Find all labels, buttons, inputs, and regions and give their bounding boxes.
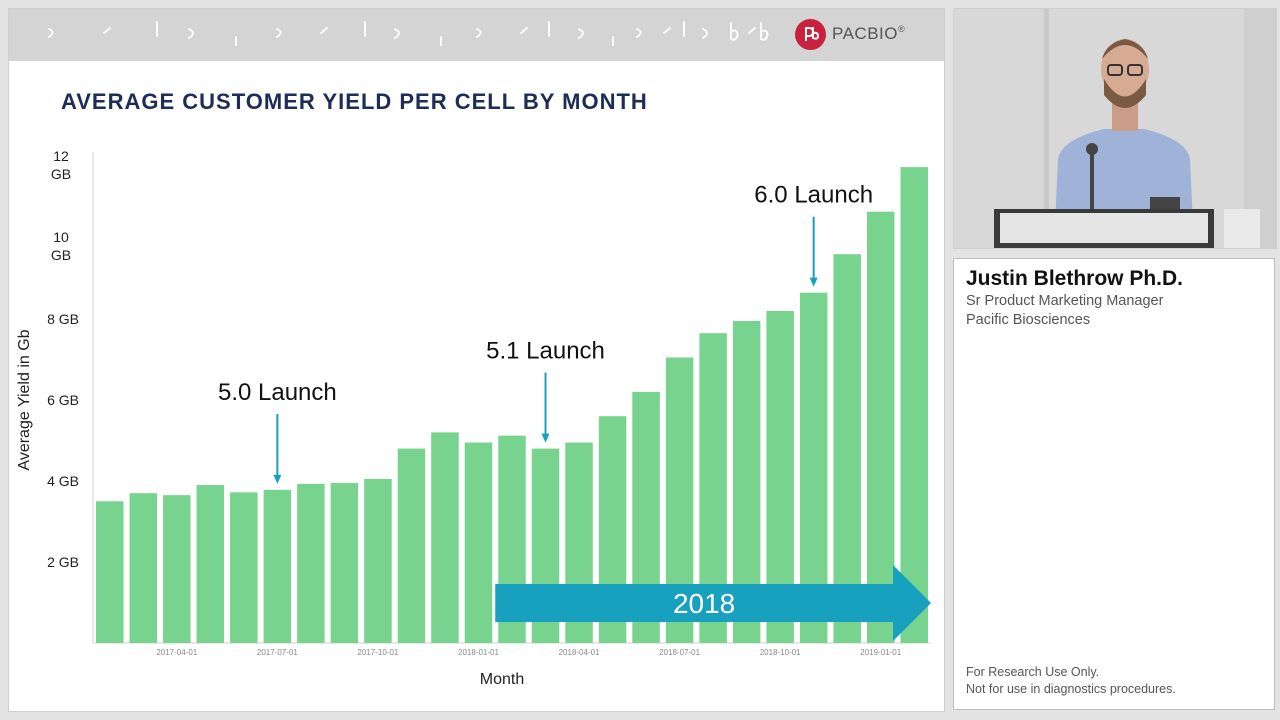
launch-arrow-icon [273, 474, 282, 484]
launch-annotation: 5.1 Launch [486, 338, 605, 365]
period-arrow-label: 2018 [673, 588, 735, 619]
period-arrow-icon [495, 565, 931, 641]
launch-annotation: 6.0 Launch [754, 182, 873, 209]
speaker-organization: Pacific Biosciences [966, 312, 1091, 328]
x-axis-label: Month [480, 671, 524, 688]
bar-2017-06 [230, 492, 258, 643]
presentation-slide: PACBIO ® AVERAGE CUSTOMER YIELD PER CELL … [8, 8, 945, 712]
bar-2017-09 [330, 483, 359, 643]
bar-2018-12 [833, 254, 861, 643]
chart-title: AVERAGE CUSTOMER YIELD PER CELL BY MONTH [61, 89, 648, 114]
launch-annotation: 5.0 Launch [218, 379, 337, 406]
bar-2017-10 [364, 478, 392, 643]
speaker-video-frame [954, 9, 1276, 248]
launch-arrow-icon [809, 277, 818, 287]
y-tick-label: 6 GB [47, 392, 79, 408]
yield-bar-chart: 2 GB 4 GB 6 GB 8 GB 10 GB 12 GB 2017-04-01 2017-0… [16, 148, 931, 688]
y-axis-label: Average Yield in Gb [16, 329, 33, 470]
launch-arrow-icon [541, 433, 550, 443]
x-tick-label: 2017-07-01 [257, 648, 298, 657]
x-tick-label: 2018-10-01 [760, 648, 801, 657]
bar-2017-08 [297, 483, 325, 643]
speaker-video [953, 8, 1277, 249]
speaker-name: Justin Blethrow Ph.D. [966, 267, 1184, 290]
bar-2019-01 [866, 211, 895, 644]
banner-pattern [48, 21, 769, 46]
bar-2018-01 [464, 442, 493, 643]
speaker-role: Sr Product Marketing Manager [966, 293, 1164, 309]
y-tick-label: 2 GB [47, 554, 79, 570]
pacbio-trademark: ® [897, 24, 906, 34]
pacbio-wordmark: PACBIO [832, 24, 898, 43]
bar-2017-03 [129, 493, 158, 643]
pacbio-logo: PACBIO ® [795, 18, 905, 50]
x-tick-label: 2018-07-01 [659, 648, 700, 657]
pacbio-logo-icon [795, 18, 826, 50]
x-tick-label: 2018-01-01 [458, 648, 499, 657]
bar-2017-11 [397, 448, 426, 643]
disclaimer-line-2: Not for use in diagnostics procedures. [966, 682, 1176, 696]
x-tick-label: 2017-04-01 [156, 648, 197, 657]
bar-2017-04 [163, 495, 191, 643]
y-tick-label: 4 GB [47, 473, 79, 489]
bar-2017-05 [196, 485, 225, 643]
x-tick-label: 2019-01-01 [860, 648, 901, 657]
bar-2019-02 [900, 167, 928, 643]
bar-2017-07 [263, 489, 292, 643]
bar-2017-12 [431, 432, 459, 643]
x-tick-label: 2018-04-01 [559, 648, 600, 657]
y-tick-label: 10 GB [51, 229, 71, 263]
y-tick-label: 8 GB [47, 311, 79, 327]
speaker-info-panel: Justin Blethrow Ph.D. Sr Product Marketi… [953, 258, 1275, 710]
slide-banner: PACBIO ® [9, 9, 944, 61]
x-tick-label: 2017-10-01 [357, 648, 398, 657]
disclaimer-line-1: For Research Use Only. [966, 665, 1100, 679]
y-tick-label: 12 GB [51, 148, 71, 182]
bar-2017-02 [96, 501, 124, 643]
